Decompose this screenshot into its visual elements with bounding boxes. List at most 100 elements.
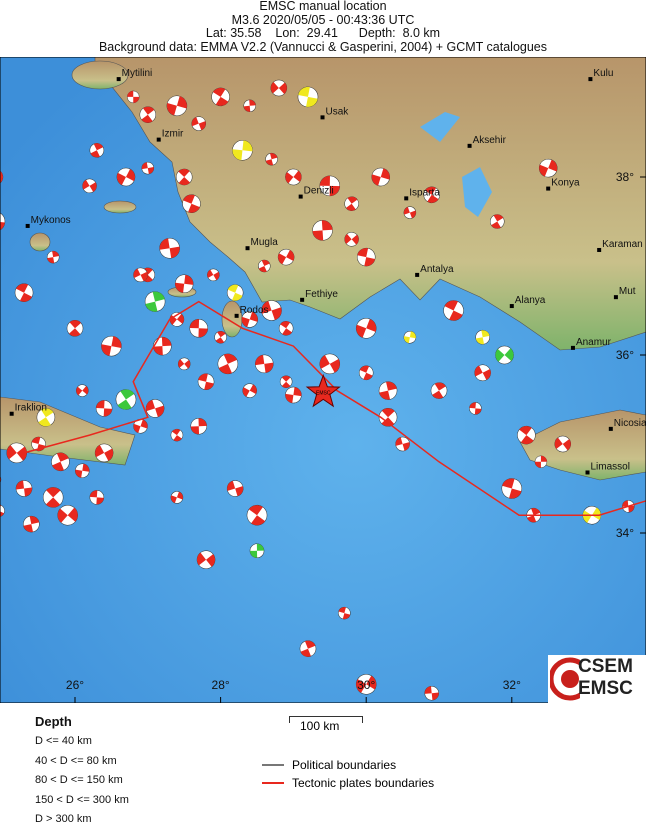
city-label: Isparta [409, 187, 440, 198]
magnitude-time: M3.6 2020/05/05 - 00:43:36 UTC [231, 12, 415, 27]
focal-mechanism-beachball [175, 168, 193, 186]
city-marker [156, 137, 161, 142]
focal-mechanism-beachball [232, 140, 253, 161]
focal-mechanism-beachball [82, 178, 97, 194]
political-line-swatch [262, 764, 284, 766]
city-label: Konya [551, 178, 580, 189]
city-marker [597, 247, 602, 252]
focal-mechanism-beachball [144, 291, 166, 312]
focal-mechanism-beachball [139, 106, 157, 123]
depth-class: D > 300 km [35, 813, 92, 825]
focal-mechanism-beachball [211, 87, 230, 107]
city-label: Mytilini [122, 68, 153, 79]
city-marker [245, 246, 250, 251]
city-label: Aksehir [473, 135, 507, 146]
focal-mechanism-beachball [319, 353, 341, 375]
city-label: Kulu [593, 68, 613, 79]
focal-mechanism-beachball [277, 248, 295, 266]
city-marker [588, 77, 593, 82]
land-naxos [29, 232, 51, 252]
legend-tectonic: Tectonic plates boundaries [262, 776, 434, 790]
focal-mechanism-beachball [430, 382, 448, 399]
depth-legend: Depth D <= 40 km 40 < D <= 80 km 80 < D … [35, 714, 129, 833]
focal-mechanism-beachball [196, 550, 216, 569]
focal-mechanism-beachball [297, 86, 319, 108]
focal-mechanism-beachball [170, 428, 184, 442]
focal-mechanism-beachball [319, 175, 341, 197]
scale-bar [289, 716, 363, 723]
focal-mechanism-beachball [182, 194, 201, 213]
city-marker [300, 297, 305, 302]
depth-class: 80 < D <= 150 km [35, 774, 123, 786]
focal-mechanism-beachball [75, 463, 90, 478]
focal-mechanism-beachball [344, 196, 359, 211]
focal-mechanism-beachball [0, 211, 6, 232]
focal-mechanism-beachball [443, 300, 464, 321]
focal-mechanism-beachball [358, 365, 374, 381]
lon-tick-label: 32° [503, 678, 521, 692]
focal-mechanism-beachball [42, 487, 64, 508]
focal-mechanism-beachball [279, 375, 293, 388]
focal-mechanism-beachball [495, 345, 514, 365]
lat-tick-label: 36° [616, 348, 634, 362]
focal-mechanism-beachball [242, 383, 257, 398]
focal-mechanism-beachball [95, 400, 113, 417]
focal-mechanism-beachball [133, 418, 148, 434]
focal-mechanism-beachball [469, 402, 482, 415]
city-marker [509, 304, 514, 309]
lat-tick-label: 38° [616, 170, 634, 184]
focal-mechanism-beachball [378, 381, 398, 400]
city-marker [234, 313, 239, 318]
focal-mechanism-beachball [133, 267, 148, 283]
focal-mechanism-beachball [197, 373, 215, 390]
city-label: Mykonos [31, 215, 71, 226]
land-anatolia [94, 57, 646, 351]
focal-mechanism-beachball [424, 685, 439, 701]
focal-mechanism-beachball [101, 335, 122, 357]
city-label: Alanya [515, 295, 546, 306]
city-label: Karaman [602, 239, 643, 250]
depth-class: D <= 40 km [35, 735, 92, 747]
city-label: Izmir [162, 129, 184, 140]
depth-class: 40 < D <= 80 km [35, 754, 117, 767]
focal-mechanism-beachball [285, 168, 302, 186]
city-marker [570, 345, 575, 350]
focal-mechanism-beachball [94, 443, 114, 463]
tectonic-line-swatch [262, 782, 284, 784]
logo-line1: CSEM [578, 656, 633, 677]
focal-mechanism-beachball [371, 167, 391, 187]
city-label: Iraklion [15, 403, 47, 414]
focal-mechanism-beachball [36, 408, 56, 427]
city-marker [9, 411, 14, 416]
focal-mechanism-beachball [170, 491, 184, 504]
logo-line2: EMSC [578, 678, 633, 699]
main-event-star-icon[interactable] [305, 373, 341, 408]
focal-mechanism-beachball [338, 606, 351, 620]
earthquake-events [0, 79, 635, 701]
seismicity-map[interactable]: Mytilini Izmir Usak Aksehir Konya Denizli Ispa… [0, 57, 646, 703]
focal-mechanism-beachball [89, 143, 105, 158]
focal-mechanism-beachball [299, 640, 317, 657]
tectonic-label: Tectonic plates boundaries [292, 776, 435, 790]
focal-mechanism-beachball [312, 220, 333, 241]
city-label: Mut [619, 286, 636, 297]
focal-mechanism-beachball [489, 214, 505, 229]
focal-mechanism-beachball [255, 354, 274, 374]
focal-mechanism-beachball [474, 364, 491, 382]
lake-beysehir [462, 167, 492, 217]
city-label: Anamur [576, 337, 612, 348]
focal-mechanism-beachball [76, 384, 89, 397]
focal-mechanism-beachball [207, 268, 220, 282]
lake-egirdir [420, 112, 460, 142]
main-event[interactable]: EMSC [305, 373, 341, 408]
city-label: Usak [326, 106, 350, 117]
focal-mechanism-beachball [177, 357, 191, 371]
focal-mechanism-beachball [190, 417, 208, 435]
city-marker [25, 223, 30, 228]
focal-mechanism-beachball [538, 158, 558, 178]
legend-political: Political boundaries [262, 758, 396, 772]
title: EMSC manual location [259, 0, 387, 13]
focal-mechanism-beachball [189, 319, 209, 338]
focal-mechanism-beachball [534, 455, 548, 469]
main-event-label: EMSC [316, 390, 331, 396]
